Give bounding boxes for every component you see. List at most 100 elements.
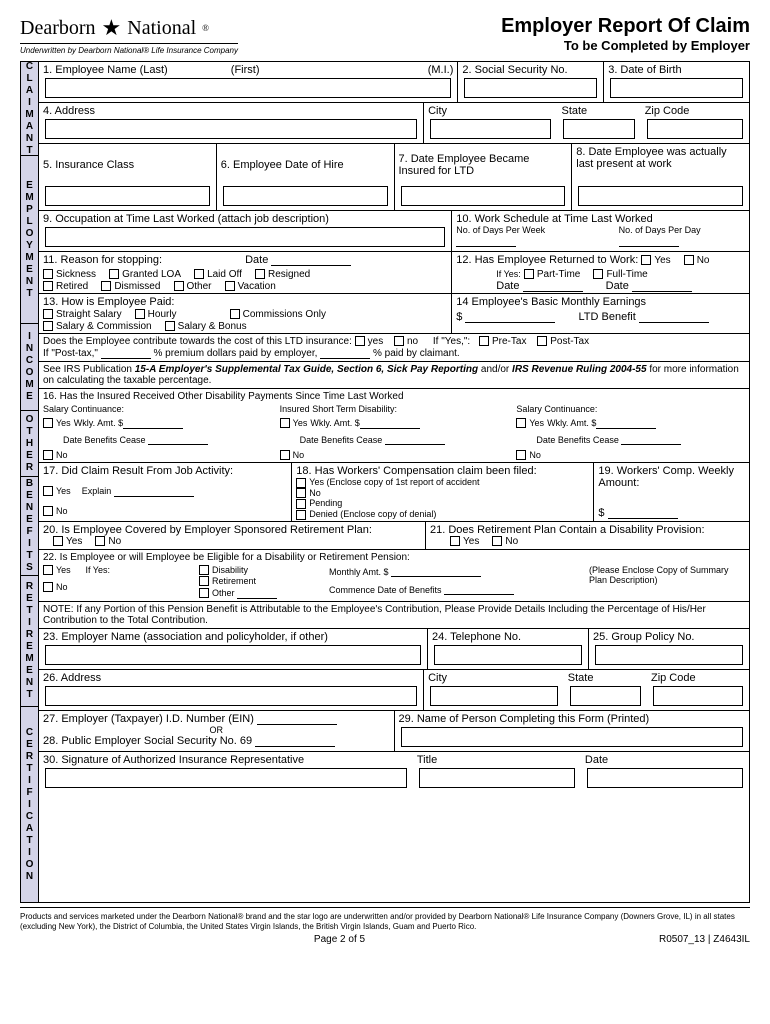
input-6[interactable] (223, 186, 388, 206)
cb-vacation[interactable] (225, 281, 235, 291)
cb-ltd-yes[interactable] (355, 336, 365, 346)
input-30[interactable] (45, 768, 407, 788)
cb-13-comm[interactable] (230, 309, 240, 319)
input-posttax-emp[interactable] (101, 347, 151, 359)
input-5[interactable] (45, 186, 210, 206)
input-30-date[interactable] (587, 768, 743, 788)
input-zip[interactable] (647, 119, 743, 139)
cb-16b-no[interactable] (280, 450, 290, 460)
input-12-date2[interactable] (632, 280, 692, 292)
cb-posttax[interactable] (537, 336, 547, 346)
cb-dismissed[interactable] (101, 281, 111, 291)
input-10a[interactable] (456, 235, 516, 247)
cb-13-hourly[interactable] (135, 309, 145, 319)
cb-laidoff[interactable] (194, 269, 204, 279)
cb-16b-yes[interactable] (280, 418, 290, 428)
input-19[interactable] (608, 507, 678, 519)
label-16c-no: No (529, 450, 541, 460)
input-17-explain[interactable] (114, 485, 194, 497)
cb-18-no[interactable] (296, 488, 306, 498)
label-12-yes: Yes (654, 255, 670, 266)
input-26-city[interactable] (430, 686, 558, 706)
cb-22-yes[interactable] (43, 565, 53, 575)
cb-12-pt[interactable] (524, 269, 534, 279)
label-14: 14 Employee's Basic Monthly Earnings (456, 296, 646, 308)
input-8[interactable] (578, 186, 743, 206)
cb-loa[interactable] (109, 269, 119, 279)
cb-18-denied[interactable] (296, 510, 306, 520)
input-22-monthly[interactable] (391, 565, 481, 577)
cb-22-other[interactable] (199, 588, 209, 598)
cb-12-yes[interactable] (641, 255, 651, 265)
cb-16c-yes[interactable] (516, 418, 526, 428)
cb-ltd-no[interactable] (394, 336, 404, 346)
cb-22-dis[interactable] (199, 565, 209, 575)
input-11-date[interactable] (271, 254, 351, 266)
row-11-12: 11. Reason for stopping: Date Sickness G… (39, 252, 749, 294)
input-26-zip[interactable] (653, 686, 743, 706)
cell-24: 24. Telephone No. (428, 629, 589, 669)
input-ssn[interactable] (464, 78, 597, 98)
cb-16c-no[interactable] (516, 450, 526, 460)
input-16a-dbc[interactable] (148, 433, 208, 445)
input-10b[interactable] (619, 235, 679, 247)
input-27[interactable] (257, 713, 337, 725)
cb-21-yes[interactable] (450, 536, 460, 546)
input-23[interactable] (45, 645, 421, 665)
label-laidoff: Laid Off (207, 269, 242, 280)
form-title: Employer Report Of Claim (501, 15, 750, 38)
input-16c-dbc[interactable] (621, 433, 681, 445)
input-22-commence[interactable] (444, 583, 514, 595)
input-dob[interactable] (610, 78, 743, 98)
input-22-other[interactable] (237, 587, 277, 599)
form-content: 1. Employee Name (Last) (First) (M.I.) 2… (39, 62, 749, 902)
cb-17-no[interactable] (43, 506, 53, 516)
input-29[interactable] (401, 727, 744, 747)
label-posttax: Post-Tax (550, 336, 589, 347)
input-14-ltd[interactable] (639, 311, 709, 323)
cb-sickness[interactable] (43, 269, 53, 279)
cb-resigned[interactable] (255, 269, 265, 279)
cb-18-yes[interactable] (296, 478, 306, 488)
cb-pretax[interactable] (479, 336, 489, 346)
cb-12-no[interactable] (684, 255, 694, 265)
cb-other[interactable] (174, 281, 184, 291)
label-22-ifyes: If Yes: (85, 565, 110, 575)
input-7[interactable] (401, 186, 566, 206)
cb-retired[interactable] (43, 281, 53, 291)
cb-16a-yes[interactable] (43, 418, 53, 428)
input-city[interactable] (430, 119, 551, 139)
input-state[interactable] (563, 119, 634, 139)
cb-13-sc[interactable] (43, 321, 53, 331)
input-14-amount[interactable] (465, 311, 555, 323)
input-16c-wkly[interactable] (596, 417, 656, 429)
input-12-date1[interactable] (523, 280, 583, 292)
input-employee-name[interactable] (45, 78, 451, 98)
cell-6: 6. Employee Date of Hire (217, 144, 395, 210)
cb-21-no[interactable] (492, 536, 502, 546)
cb-16a-no[interactable] (43, 450, 53, 460)
cb-20-no[interactable] (95, 536, 105, 546)
input-address[interactable] (45, 119, 417, 139)
row-30: 30. Signature of Authorized Insurance Re… (39, 752, 749, 792)
input-26[interactable] (45, 686, 417, 706)
input-28[interactable] (255, 735, 335, 747)
label-22-enclose: (Please Enclose Copy of Summary Plan Des… (589, 565, 745, 599)
input-16b-wkly[interactable] (360, 417, 420, 429)
input-30-title[interactable] (419, 768, 575, 788)
cb-13-ss[interactable] (43, 309, 53, 319)
cb-13-sb[interactable] (165, 321, 175, 331)
input-posttax-claim[interactable] (320, 347, 370, 359)
cb-17-yes[interactable] (43, 486, 53, 496)
cb-18-pending[interactable] (296, 499, 306, 509)
input-16a-wkly[interactable] (123, 417, 183, 429)
cb-20-yes[interactable] (53, 536, 63, 546)
cb-22-ret[interactable] (199, 576, 209, 586)
cb-22-no[interactable] (43, 582, 53, 592)
input-24[interactable] (434, 645, 582, 665)
input-9[interactable] (45, 227, 445, 247)
input-25[interactable] (595, 645, 743, 665)
cb-12-ft[interactable] (593, 269, 603, 279)
input-16b-dbc[interactable] (385, 433, 445, 445)
input-26-state[interactable] (570, 686, 641, 706)
